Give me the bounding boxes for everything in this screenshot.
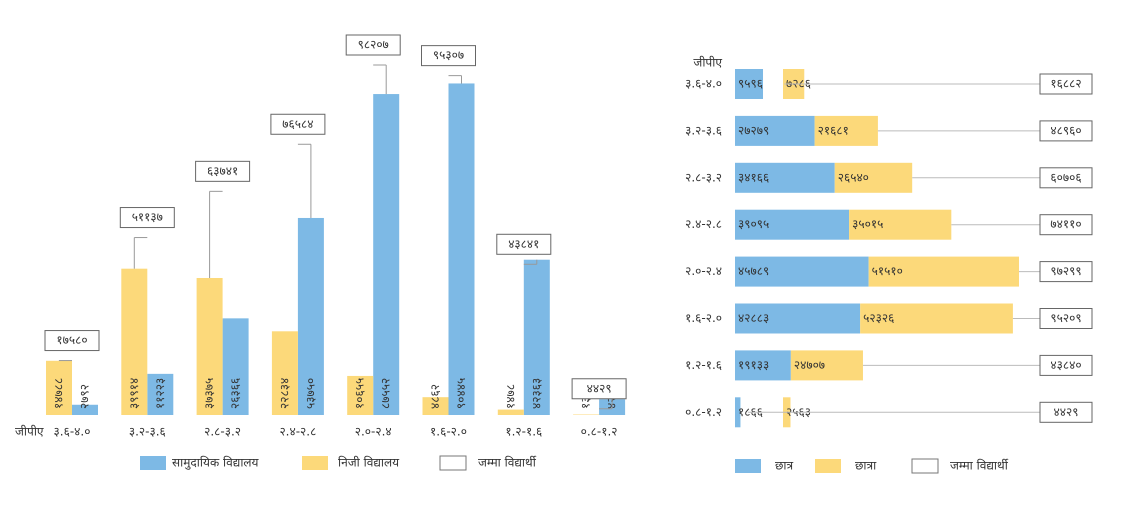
x-tick-label: २.४-२.८: [279, 425, 316, 439]
legend-swatch: [302, 456, 328, 470]
bar: [373, 94, 399, 415]
bar: [498, 410, 524, 415]
legend-label: जम्मा विद्यार्थी: [478, 456, 537, 470]
legend-swatch: [912, 459, 938, 473]
x-tick-label: २.८-३.२: [204, 425, 241, 439]
bar-value-label: ९५९६: [738, 77, 763, 91]
total-label: १६८८२: [1050, 77, 1081, 91]
bar-value-label: १९१३३: [738, 358, 769, 372]
y-tick-label: १.६-२.०: [685, 311, 722, 325]
y-tick-label: ०.८-१.२: [685, 405, 722, 419]
legend-label: निजी विद्यालय: [338, 456, 400, 470]
bar-value-label: ४५७८९: [738, 264, 769, 278]
x-tick-label: २.०-२.४: [355, 425, 392, 439]
y-tick-label: २.८-३.२: [685, 170, 722, 184]
bar: [449, 83, 475, 415]
y-tick-label: ३.२-३.६: [685, 123, 722, 137]
total-label: ९५२०९: [1050, 311, 1081, 325]
bar-value-label: २४७०७: [794, 358, 825, 372]
total-label: ७६५८४: [282, 117, 313, 131]
bar-value-label: १०६५५: [353, 378, 367, 409]
bar-value-label: ११२२३: [153, 378, 167, 409]
bar-value-label: ३५०१५: [852, 217, 883, 231]
total-label: ४८९६०: [1050, 123, 1081, 137]
total-label: ४३८४०: [1050, 358, 1081, 372]
legend-swatch: [735, 459, 761, 473]
bar-value-label: ९०४४५: [454, 378, 468, 409]
y-tick-label: ३.६-४.०: [685, 77, 722, 91]
bar-value-label: १४७८८: [52, 378, 66, 409]
bar-value-label: ४२८८३: [738, 311, 769, 325]
total-label: ४४२९: [587, 381, 612, 395]
bar-value-label: १४७८: [503, 384, 517, 409]
legend-label: छात्र: [775, 459, 794, 473]
y-tick-label: १.२-१.६: [685, 358, 722, 372]
legend-swatch: [440, 456, 466, 470]
total-label: १७५८०: [56, 333, 87, 347]
bar-value-label: ८७५५२: [379, 378, 393, 409]
total-label: ६३७४१: [207, 164, 238, 178]
y-axis-label: जीपीए: [693, 56, 722, 70]
bar-value-label: ४८६२: [428, 384, 442, 409]
total-label: ५११३७: [132, 210, 163, 224]
legend-label: जम्मा विद्यार्थी: [950, 459, 1009, 473]
bar-value-label: ३७३७५: [202, 378, 216, 409]
x-tick-label: १.२-१.६: [505, 425, 542, 439]
bar-value-label: २६५४०: [838, 170, 869, 184]
total-label: ९५३०७: [433, 48, 464, 62]
bar-value-label: ३४१६६: [738, 170, 769, 184]
total-label: ९७२९९: [1050, 264, 1081, 278]
bar-value-label: ५३७५०: [303, 378, 317, 409]
bar-value-label: २७९२: [78, 384, 92, 409]
x-tick-label: १.६-२.०: [430, 425, 467, 439]
x-axis-label: जीपीए: [15, 425, 44, 439]
x-tick-label: ३.२-३.६: [129, 425, 166, 439]
total-label: ४४२९: [1054, 405, 1079, 419]
legend-swatch: [815, 459, 841, 473]
bar-value-label: २७२७९: [738, 123, 769, 137]
bar-value-label: ३९०९५: [738, 217, 769, 231]
bar-value-label: ३९९१४: [127, 378, 141, 409]
bar-value-label: २६३६६: [228, 378, 242, 409]
bar-value-label: २१६८१: [818, 123, 849, 137]
total-label: ९८२०७: [358, 38, 389, 52]
total-label: ४३८४१: [508, 237, 539, 251]
bar-value-label: ५२३२६: [863, 311, 894, 325]
bar-value-label: ५१५१०: [872, 264, 903, 278]
y-tick-label: २.४-२.८: [685, 217, 722, 231]
bar-value-label: २२८३४: [277, 378, 291, 409]
total-label: ६०७०६: [1050, 170, 1081, 184]
x-tick-label: ३.६-४.०: [54, 425, 91, 439]
total-label: ७४११०: [1050, 217, 1081, 231]
x-tick-label: ०.८-१.२: [581, 425, 618, 439]
bar-value-label: ४२३६३: [529, 378, 543, 409]
y-tick-label: २.०-२.४: [685, 264, 722, 278]
legend-label: सामुदायिक विद्यालय: [172, 456, 260, 471]
legend-label: छात्रा: [855, 459, 877, 473]
legend-swatch: [140, 456, 166, 470]
